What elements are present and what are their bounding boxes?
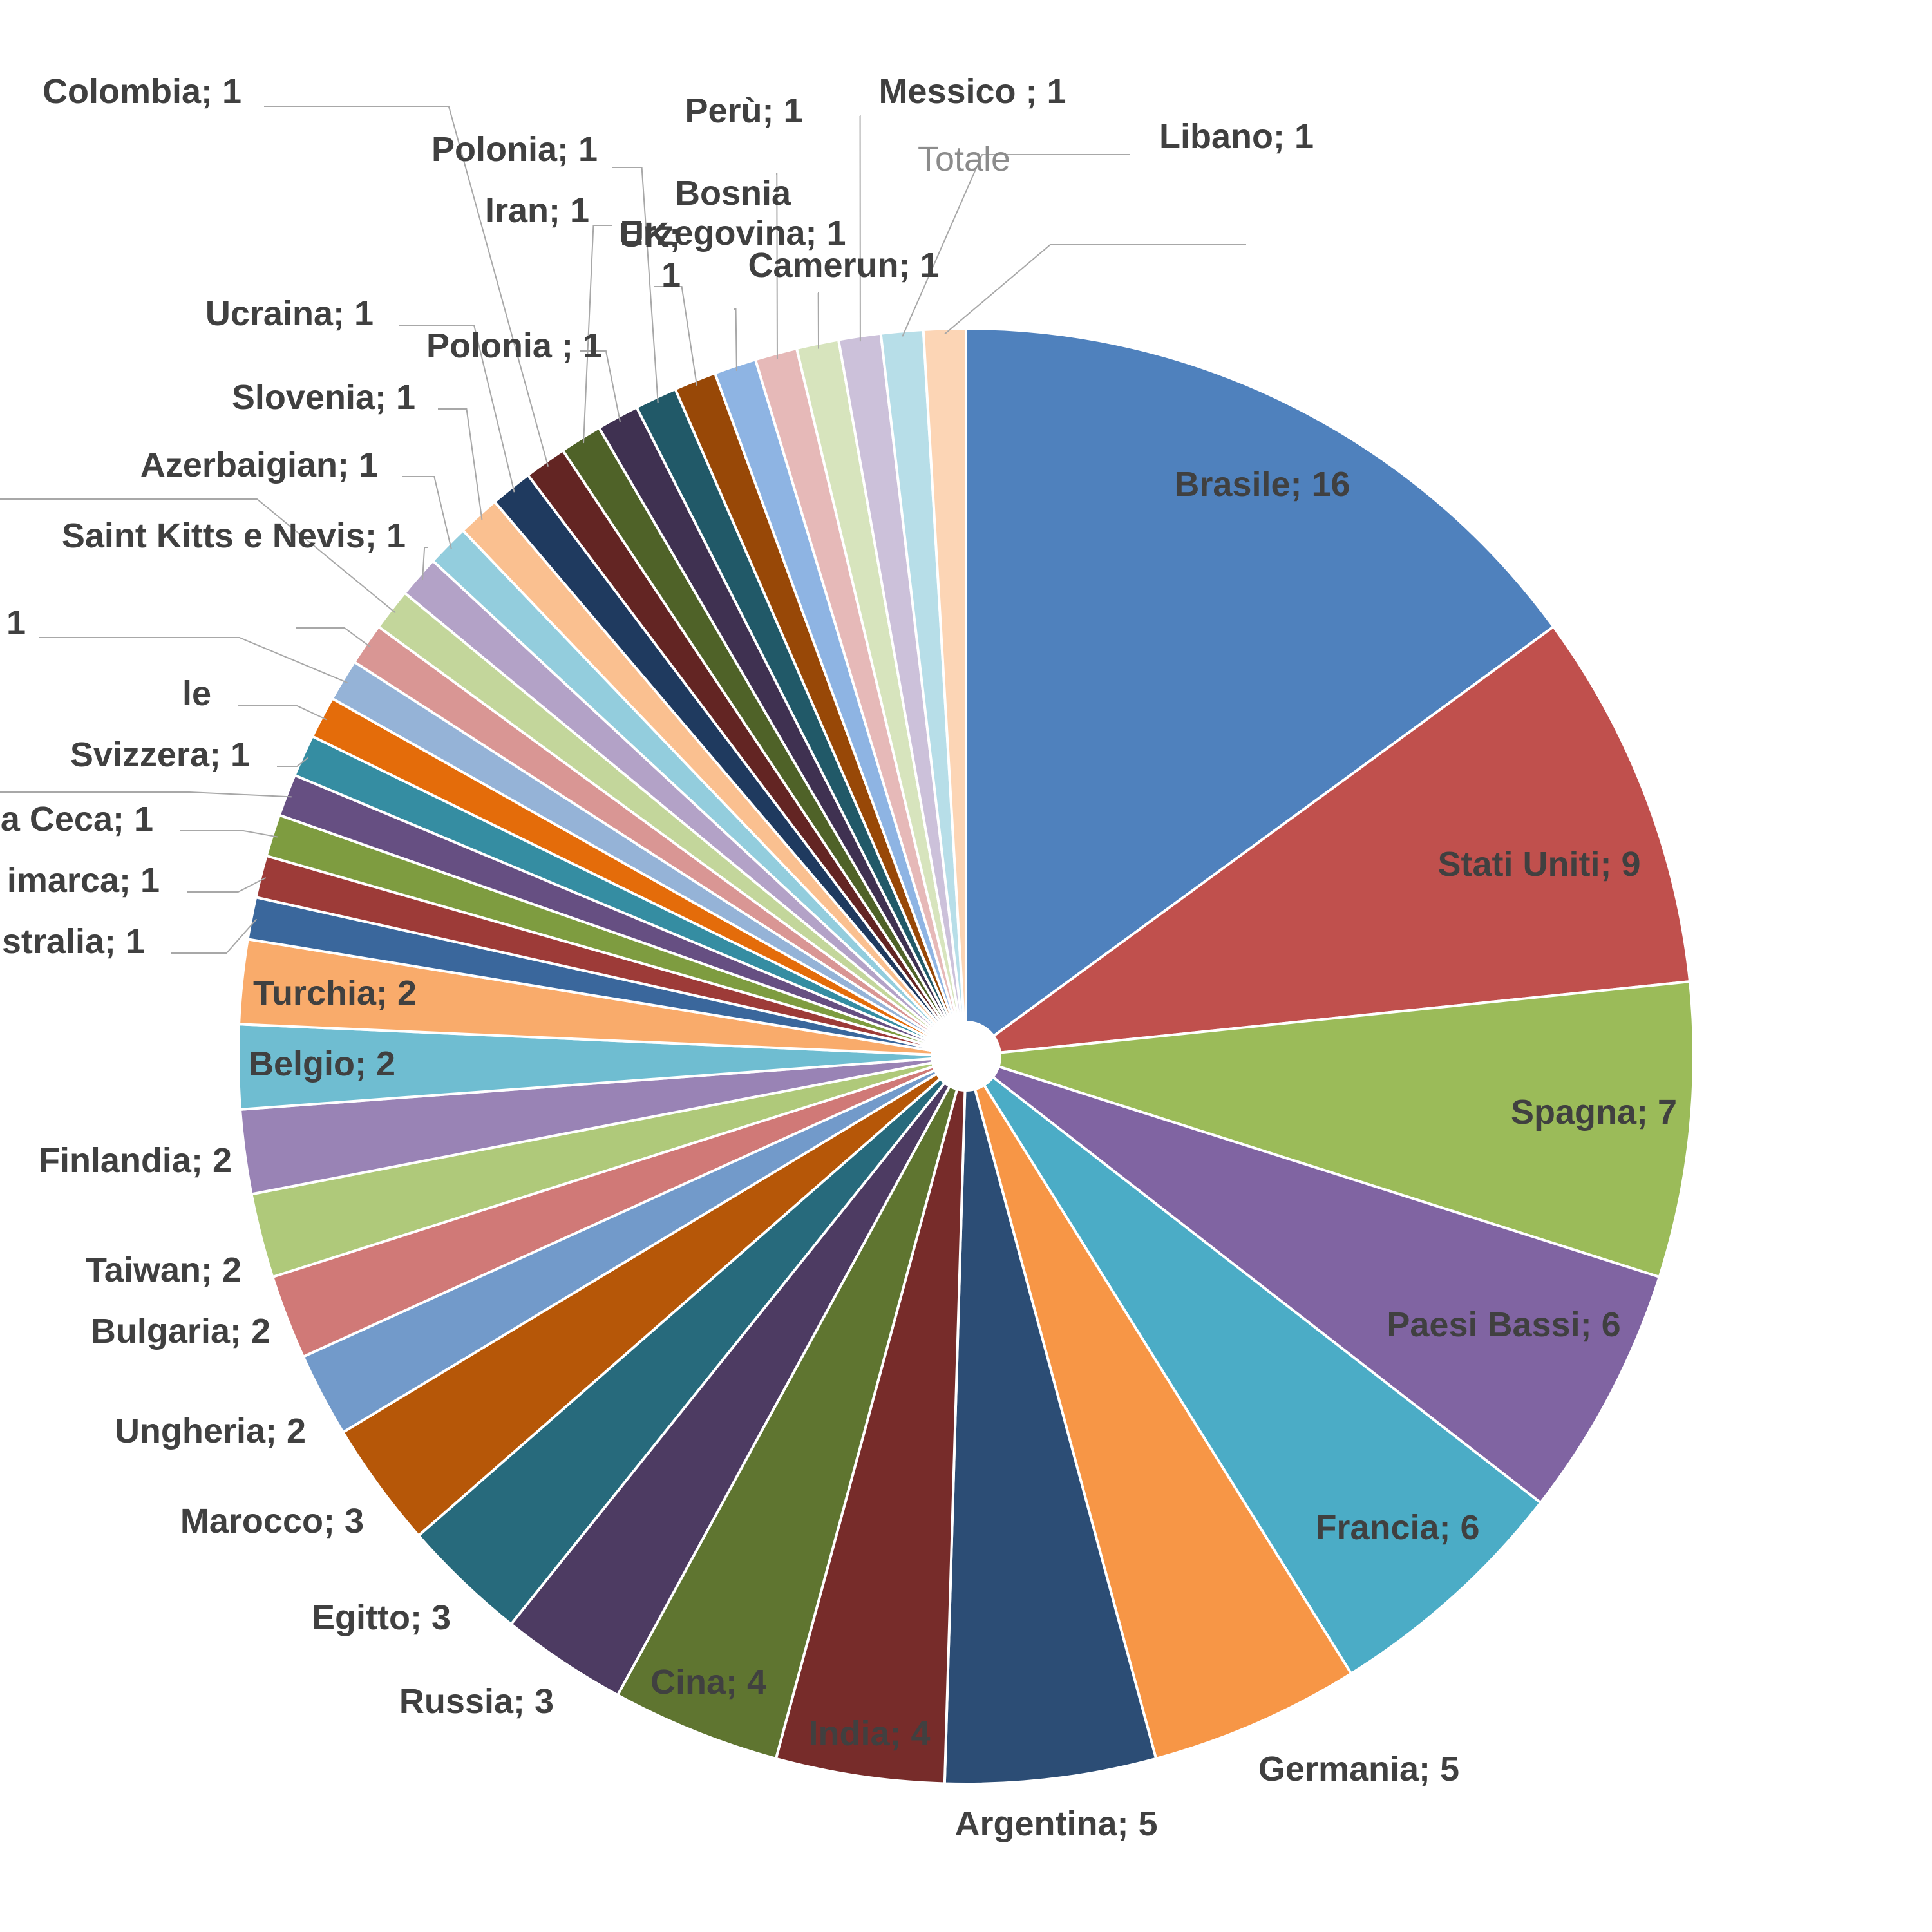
slice-label-finlandia-15: Finlandia; 2 <box>39 1141 232 1180</box>
slice-label-ucraina-30: Ucraina; 1 <box>205 294 374 333</box>
slice-label-camerun-38: Camerun; 1 <box>748 246 939 285</box>
chart-title: Totale <box>918 140 1010 178</box>
pie-slice-paesi-bassi-3 <box>965 1055 1662 1505</box>
slice-label-line: 1 <box>661 256 681 294</box>
leader-line-35 <box>654 286 698 386</box>
slice-label-line: Erzegovina; 1 <box>620 214 846 252</box>
leader-line-25 <box>296 627 371 648</box>
slice-label-messico-39: Messico ; 1 <box>878 72 1066 111</box>
slice-label-repubblica-ceca-20: a Ceca; 1 <box>1 800 153 838</box>
pie-slice-slice-42-41 <box>922 327 967 1057</box>
slice-label-saint-kitts-e-nevis-27: Saint Kitts e Nevis; 1 <box>62 516 406 555</box>
slice-label-india-7: India; 4 <box>808 1714 930 1753</box>
leader-line-41 <box>944 244 1246 335</box>
pie-slice-germania-5 <box>965 1055 1353 1761</box>
slice-label-slice-24-23: le <box>182 674 211 713</box>
pie-slice-francia-4 <box>965 1055 1543 1676</box>
slice-label-spagna-2: Spagna; 7 <box>1511 1093 1677 1132</box>
slice-label-polonia-34: Polonia; 1 <box>431 130 598 169</box>
slice-label-bosnia-erzegovina-36: Bosnia Erzegovina; 1 <box>620 174 846 252</box>
pie-slice-brasile-0 <box>965 327 1556 1059</box>
slice-label-bulgaria-13: Bulgaria; 2 <box>91 1312 270 1350</box>
slice-label-ungheria-12: Ungheria; 2 <box>115 1412 306 1450</box>
slice-label-uk-35: UK; 1 <box>619 216 681 294</box>
slice-label-iran-32: Iran; 1 <box>485 191 589 230</box>
slice-label-line: Bosnia <box>675 174 791 213</box>
pie-slice-spagna-2 <box>965 980 1695 1279</box>
slice-label-cina-8: Cina; 4 <box>650 1663 766 1701</box>
leader-line-37 <box>776 173 778 359</box>
slice-label-slovenia-29: Slovenia; 1 <box>232 378 415 417</box>
leader-line-19 <box>187 876 267 893</box>
leader-line-38 <box>817 292 820 349</box>
slice-label-colombia-31: Colombia; 1 <box>43 72 242 111</box>
pie-slice-stati-uniti-1 <box>961 625 1692 1058</box>
slice-label-australia-18: stralia; 1 <box>2 922 145 961</box>
slice-label-francia-4: Francia; 6 <box>1315 1508 1479 1547</box>
leader-line-40 <box>902 154 1130 337</box>
leader-line-36 <box>734 308 737 372</box>
slice-label-paesi-bassi-3: Paesi Bassi; 6 <box>1387 1305 1620 1344</box>
leader-line-21 <box>0 791 292 798</box>
slice-label-polonia-33: Polonia ; 1 <box>426 327 602 365</box>
slice-label-russia-9: Russia; 3 <box>399 1682 554 1721</box>
leader-line-29 <box>438 408 483 520</box>
slice-label-belgio-16: Belgio; 2 <box>249 1045 395 1083</box>
pie-slice-argentina-6 <box>943 1056 1158 1785</box>
leader-line-18 <box>171 918 258 954</box>
leader-line-34 <box>612 167 659 403</box>
leader-line-26 <box>0 498 396 614</box>
leader-line-22 <box>277 757 308 767</box>
leader-line-33 <box>580 350 621 422</box>
leader-line-31 <box>264 106 549 467</box>
leader-line-24 <box>39 637 348 684</box>
pie-slice-cina-8 <box>616 1056 967 1761</box>
slice-label-azerbaigian-28: Azerbaigian; 1 <box>140 446 378 484</box>
pie-center-hub <box>931 1021 1001 1092</box>
leader-line-27 <box>421 547 428 580</box>
slice-label-egitto-10: Egitto; 3 <box>312 1598 451 1637</box>
leader-line-28 <box>402 476 452 549</box>
slice-label-svizzera-22: Svizzera; 1 <box>70 735 250 774</box>
slice-labels: Brasile; 16 Stati Uniti; 9 Spagna; 7 Paesi … <box>0 72 1677 1843</box>
slice-label-marocco-11: Marocco; 3 <box>180 1502 364 1540</box>
slice-label-stati-uniti-1: Stati Uniti; 9 <box>1437 845 1640 884</box>
slice-label-line: UK; <box>619 216 681 254</box>
slice-label-argentina-6: Argentina; 5 <box>954 1804 1157 1843</box>
leader-line-23 <box>238 705 327 721</box>
leader-line-32 <box>583 225 612 444</box>
slice-label-danimarca-19: imarca; 1 <box>7 861 160 900</box>
leader-lines <box>0 106 1246 954</box>
slice-label-taiwan-14: Taiwan; 2 <box>86 1251 242 1289</box>
slice-label-peru-37: Perù; 1 <box>685 91 802 130</box>
pie-slice-india-7 <box>774 1056 967 1785</box>
leader-line-20 <box>180 830 278 838</box>
slice-label-libia-24: Libia; 1 <box>0 603 26 642</box>
slice-label-libano-40: Libano; 1 <box>1159 117 1314 156</box>
slice-label-germania-5: Germania; 5 <box>1258 1750 1459 1788</box>
leader-line-30 <box>399 325 515 493</box>
slice-label-turchia-17: Turchia; 2 <box>253 974 417 1012</box>
slice-label-brasile-0: Brasile; 16 <box>1174 465 1350 504</box>
pie-slices <box>237 327 1695 1785</box>
